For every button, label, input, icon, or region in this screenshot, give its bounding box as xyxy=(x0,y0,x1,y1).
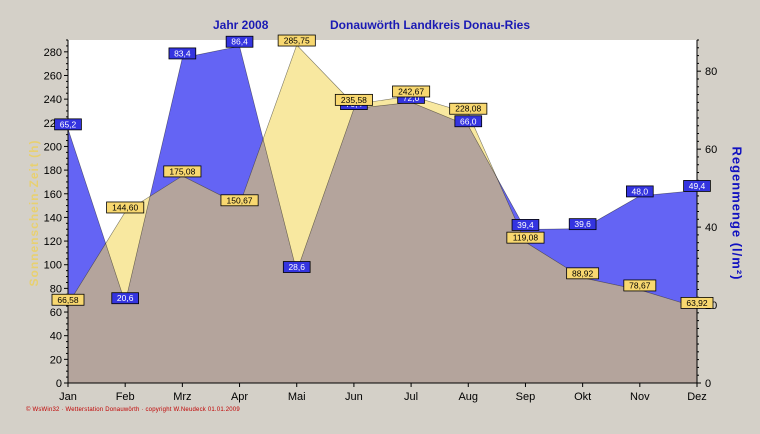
rain-data-label-box xyxy=(511,219,540,231)
rain-data-label: 49,4 xyxy=(689,181,706,191)
y-left-tick-label: 260 xyxy=(44,70,62,82)
rain-data-label-box xyxy=(54,118,82,131)
y-left-tick-label: 200 xyxy=(44,141,62,153)
rain-data-label: 48,0 xyxy=(632,186,649,196)
x-tick-label: Jan xyxy=(59,391,77,403)
sun-data-label: 175,08 xyxy=(169,166,195,176)
sun-data-label-box xyxy=(392,85,431,98)
y-left-tick-label: 140 xyxy=(44,212,62,224)
sun-data-label-box xyxy=(449,102,488,115)
sun-data-label-box xyxy=(220,194,259,207)
sun-line xyxy=(67,44,698,308)
sun-data-label-box xyxy=(334,93,373,106)
rain-data-label-box xyxy=(683,180,711,192)
sun-data-label: 88,92 xyxy=(572,268,594,278)
y-left-tick-label: 280 xyxy=(44,47,62,59)
y-left-tick-label: 240 xyxy=(44,94,62,106)
sun-data-label-box xyxy=(277,34,316,47)
rain-data-label: 28,6 xyxy=(288,262,305,272)
y-left-tick-label: 180 xyxy=(44,165,62,177)
chart-title-year: Jahr 2008 xyxy=(213,18,269,32)
x-tick-label: Okt xyxy=(574,391,591,403)
sun-data-label-box xyxy=(51,293,85,306)
sun-data-label: 235,58 xyxy=(341,95,367,105)
rain-data-label-box xyxy=(626,185,654,198)
rain-data-label-box xyxy=(454,115,483,128)
y-left-tick-label: 160 xyxy=(44,189,62,201)
sun-data-label: 285,75 xyxy=(284,36,310,46)
y-left-tick-label: 0 xyxy=(56,378,62,390)
x-tick-label: Mai xyxy=(288,391,306,403)
x-tick-label: Nov xyxy=(630,391,650,403)
y-left-tick-label: 100 xyxy=(44,260,62,272)
rain-data-label: 39,4 xyxy=(517,220,534,230)
x-tick-label: Jun xyxy=(345,391,363,403)
y-right-tick-label: 60 xyxy=(705,144,717,156)
y-left-tick-label: 120 xyxy=(44,236,62,248)
copyright-footer: © WsWin32 · Wetterstation Donauwörth · c… xyxy=(26,407,240,413)
y-right-tick-label: 0 xyxy=(705,378,711,390)
y-left-tick-label: 60 xyxy=(50,307,62,319)
rain-data-label: 66,0 xyxy=(460,116,477,126)
rain-data-label: 83,4 xyxy=(174,48,191,58)
y-left-tick-label: 80 xyxy=(50,283,62,295)
sun-data-label: 228,08 xyxy=(455,104,481,114)
x-tick-label: Sep xyxy=(516,391,536,403)
rain-data-label: 72,0 xyxy=(403,93,420,103)
rain-data-label: 65,2 xyxy=(60,119,77,129)
y-right-tick-label: 80 xyxy=(705,66,717,78)
sun-data-label-box xyxy=(680,296,714,309)
sun-data-label: 242,67 xyxy=(398,86,424,96)
rain-data-label-box xyxy=(111,292,139,305)
rain-data-label-box xyxy=(282,261,311,273)
sun-data-label: 66,58 xyxy=(57,295,79,305)
x-tick-label: Mrz xyxy=(173,391,191,403)
x-tick-label: Apr xyxy=(231,391,248,403)
chart-title-location: Donauwörth Landkreis Donau-Ries xyxy=(330,18,531,32)
y-left-tick-label: 20 xyxy=(50,354,62,366)
y-left-tick-label: 40 xyxy=(50,331,62,343)
x-tick-label: Feb xyxy=(116,391,135,403)
rain-data-label: 20,6 xyxy=(117,293,134,303)
x-tick-label: Jul xyxy=(404,391,418,403)
sun-data-label-box xyxy=(163,165,202,178)
sun-data-label-box xyxy=(623,279,657,292)
sun-data-label: 144,60 xyxy=(112,202,138,212)
sun-data-label: 150,67 xyxy=(227,195,253,205)
rain-data-label-box xyxy=(168,47,197,60)
x-tick-label: Dez xyxy=(687,391,707,403)
sun-data-label-box xyxy=(506,231,545,244)
sun-data-label: 119,08 xyxy=(513,233,539,243)
x-tick-label: Aug xyxy=(458,391,478,403)
sun-data-label: 78,67 xyxy=(629,280,651,290)
overlap-area xyxy=(68,102,697,384)
sun-data-label: 63,92 xyxy=(686,298,708,308)
rain-data-label-box xyxy=(225,35,254,48)
rain-data-label-box xyxy=(568,218,597,231)
rain-data-label: 39,6 xyxy=(574,219,591,229)
rain-data-label: 86,4 xyxy=(231,37,248,47)
sun-data-label-box xyxy=(106,201,145,214)
y-right-tick-label: 40 xyxy=(705,222,717,234)
sun-data-label-box xyxy=(566,267,600,280)
